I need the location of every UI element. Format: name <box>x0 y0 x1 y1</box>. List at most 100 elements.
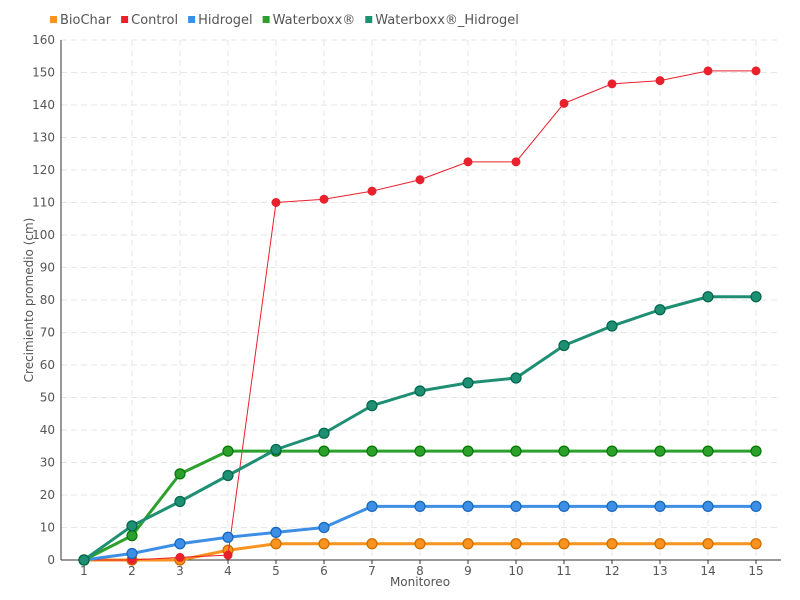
data-point <box>174 495 186 508</box>
data-point <box>558 445 570 457</box>
data-point <box>414 500 426 512</box>
data-point <box>414 538 426 550</box>
data-point <box>558 538 570 550</box>
data-point <box>174 468 186 480</box>
x-tick-label: 10 <box>508 564 523 578</box>
x-tick-label: 13 <box>652 564 667 578</box>
legend-label: Waterboxx® <box>273 13 356 28</box>
x-tick-label: 9 <box>464 564 472 578</box>
data-point <box>750 291 762 303</box>
x-tick-label: 7 <box>368 564 376 578</box>
data-point <box>750 500 762 512</box>
y-tick-label: 40 <box>40 423 55 437</box>
legend-swatch <box>50 16 57 23</box>
legend-label: Hidrogel <box>198 13 253 28</box>
data-point <box>270 526 282 538</box>
y-tick-label: 80 <box>40 293 55 307</box>
axes: 0102030405060708090100110120130140150160… <box>32 33 781 578</box>
series-group <box>78 66 762 566</box>
x-tick-label: 6 <box>320 564 328 578</box>
data-point <box>366 500 378 512</box>
data-point <box>510 445 522 457</box>
data-point <box>463 157 473 167</box>
y-tick-label: 140 <box>32 98 55 112</box>
data-point <box>654 500 666 512</box>
data-point <box>703 66 713 76</box>
data-point <box>655 76 665 86</box>
data-point <box>558 339 570 352</box>
data-point <box>559 98 569 108</box>
data-point <box>174 538 186 550</box>
data-point <box>318 538 330 550</box>
y-tick-label: 0 <box>47 553 55 567</box>
legend: BioChar Control Hidrogel Waterboxx® Waterbox… <box>50 13 519 28</box>
y-tick-label: 70 <box>40 326 55 340</box>
x-tick-label: 5 <box>272 564 280 578</box>
x-tick-label: 11 <box>556 564 571 578</box>
data-point <box>222 469 234 482</box>
data-point <box>126 520 138 532</box>
data-point <box>271 198 281 207</box>
y-axis-title: Crecimiento promedio (cm) <box>22 218 36 383</box>
data-point <box>222 531 234 543</box>
data-point <box>78 554 90 566</box>
data-point <box>510 538 522 550</box>
legend-swatch <box>121 16 129 23</box>
data-point <box>414 385 426 397</box>
data-point <box>223 550 233 560</box>
data-point <box>366 538 378 550</box>
data-point <box>702 500 714 512</box>
data-point <box>126 530 138 542</box>
y-tick-label: 160 <box>32 33 55 47</box>
legend-swatch <box>188 16 196 23</box>
data-point <box>606 538 618 550</box>
data-point <box>318 445 330 457</box>
y-tick-label: 30 <box>40 456 55 470</box>
data-point <box>654 304 666 316</box>
data-point <box>750 445 762 457</box>
y-tick-label: 150 <box>32 66 55 80</box>
y-tick-label: 50 <box>40 391 55 405</box>
data-point <box>606 320 618 332</box>
y-tick-label: 20 <box>40 488 55 502</box>
data-point <box>462 500 474 512</box>
data-point <box>462 445 474 457</box>
data-point <box>462 377 474 389</box>
data-point <box>462 538 474 550</box>
x-tick-label: 8 <box>416 564 424 578</box>
y-tick-label: 110 <box>32 196 55 210</box>
data-point <box>654 538 666 550</box>
x-tick-label: 15 <box>748 564 763 578</box>
data-point <box>606 500 618 512</box>
x-tick-label: 4 <box>224 564 232 578</box>
data-point <box>367 186 377 196</box>
x-tick-label: 14 <box>700 564 715 578</box>
data-point <box>414 445 426 457</box>
data-point <box>702 445 714 457</box>
data-point <box>702 291 714 303</box>
y-tick-label: 100 <box>32 228 55 242</box>
x-tick-label: 12 <box>604 564 619 578</box>
data-point <box>270 538 282 550</box>
legend-swatch <box>262 16 270 23</box>
data-point <box>366 445 378 457</box>
x-tick-label: 2 <box>128 564 136 578</box>
y-tick-label: 60 <box>40 358 55 372</box>
data-point <box>606 445 618 457</box>
data-point <box>319 194 329 204</box>
y-tick-label: 90 <box>40 261 55 275</box>
data-point <box>511 157 521 167</box>
data-point <box>654 445 666 457</box>
data-point <box>270 443 282 456</box>
y-tick-label: 10 <box>40 521 55 535</box>
y-tick-label: 130 <box>32 131 55 145</box>
x-tick-label: 3 <box>176 564 184 578</box>
data-point <box>318 427 330 439</box>
legend-label: Waterboxx®_Hidrogel <box>375 13 519 28</box>
x-axis-title: Monitoreo <box>390 575 450 589</box>
legend-label: Control <box>131 13 178 28</box>
legend-swatch <box>365 16 373 23</box>
data-point <box>222 445 234 457</box>
data-point <box>366 400 378 412</box>
